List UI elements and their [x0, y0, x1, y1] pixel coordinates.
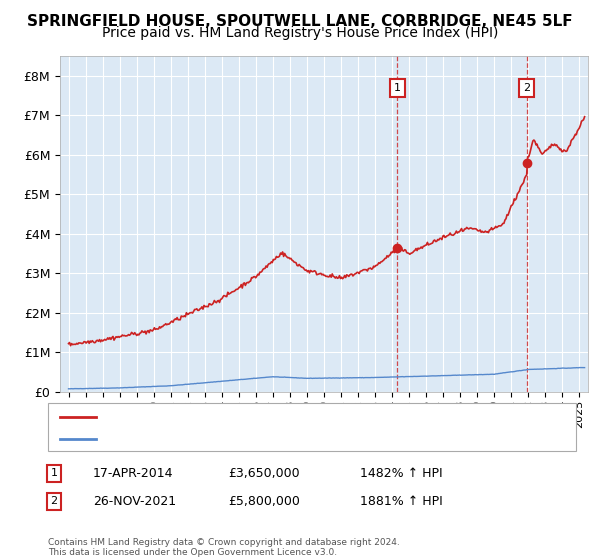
Text: SPRINGFIELD HOUSE, SPOUTWELL LANE, CORBRIDGE, NE45 5LF: SPRINGFIELD HOUSE, SPOUTWELL LANE, CORBR…: [27, 14, 573, 29]
Text: 2: 2: [523, 83, 530, 92]
Text: £5,800,000: £5,800,000: [228, 494, 300, 508]
Text: SPRINGFIELD HOUSE, SPOUTWELL LANE, CORBRIDGE, NE45 5LF (detached house): SPRINGFIELD HOUSE, SPOUTWELL LANE, CORBR…: [102, 412, 562, 422]
Text: 26-NOV-2021: 26-NOV-2021: [93, 494, 176, 508]
Text: Contains HM Land Registry data © Crown copyright and database right 2024.
This d: Contains HM Land Registry data © Crown c…: [48, 538, 400, 557]
Text: 1881% ↑ HPI: 1881% ↑ HPI: [360, 494, 443, 508]
Text: Price paid vs. HM Land Registry's House Price Index (HPI): Price paid vs. HM Land Registry's House …: [102, 26, 498, 40]
Text: £3,650,000: £3,650,000: [228, 466, 299, 480]
Text: 1: 1: [50, 468, 58, 478]
Text: HPI: Average price, detached house, Northumberland: HPI: Average price, detached house, Nort…: [102, 434, 400, 444]
Text: 17-APR-2014: 17-APR-2014: [93, 466, 173, 480]
Text: 1: 1: [394, 83, 401, 92]
Text: 1482% ↑ HPI: 1482% ↑ HPI: [360, 466, 443, 480]
Text: 2: 2: [50, 496, 58, 506]
